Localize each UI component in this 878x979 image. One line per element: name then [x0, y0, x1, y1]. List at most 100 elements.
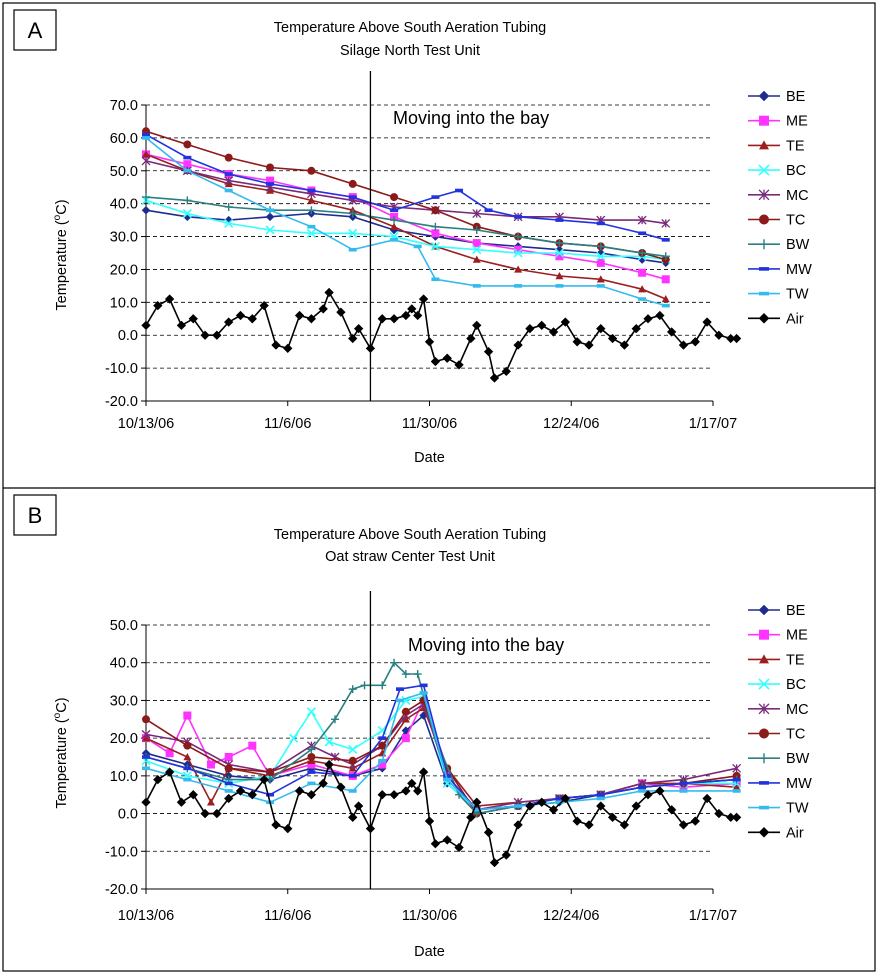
legend-label: BE [786, 89, 806, 105]
square-marker [248, 741, 257, 750]
y-tick-label: 20.0 [110, 731, 138, 747]
legend-label: TC [786, 213, 805, 229]
x-marker [306, 707, 316, 717]
y-tick-label: -20.0 [105, 394, 138, 410]
diamond-marker [536, 320, 547, 331]
plus-marker [661, 252, 670, 261]
dash-marker [555, 800, 564, 805]
legend-entry-mc: MC [748, 188, 809, 204]
diamond-marker [176, 320, 187, 331]
dash-marker [395, 698, 404, 703]
diamond-marker [223, 317, 234, 327]
diamond-marker [318, 778, 328, 789]
square-marker [183, 160, 192, 169]
dash-marker [431, 195, 440, 199]
diamond-marker [548, 805, 559, 815]
square-marker [378, 760, 387, 769]
diamond-marker [294, 310, 305, 321]
diamond-marker [259, 300, 269, 311]
diamond-marker [377, 789, 388, 800]
legend-label: BW [786, 237, 810, 253]
diamond-marker [212, 808, 222, 819]
annotation-label: Moving into the bay [408, 635, 564, 655]
series-mw [142, 132, 670, 242]
x-tick-label: 10/13/06 [118, 416, 174, 432]
plus-marker [759, 753, 769, 764]
plus-marker [759, 239, 769, 250]
triangle-marker [661, 295, 670, 303]
diamond-marker [176, 797, 187, 808]
diamond-marker [336, 307, 346, 317]
diamond-marker [235, 786, 246, 796]
square-marker [165, 749, 174, 758]
diamond-marker [424, 816, 435, 826]
dash-marker [266, 182, 275, 186]
legend-label: BE [786, 603, 806, 619]
square-marker [206, 760, 215, 769]
plus-marker [638, 249, 647, 257]
y-axis-label-part: C) [54, 199, 70, 214]
diamond-marker [247, 314, 258, 324]
diamond-marker [347, 333, 358, 344]
dash-marker [413, 244, 422, 249]
x-marker [348, 228, 358, 238]
legend-entry-bw: BW [748, 751, 810, 767]
panel-b: B Temperature Above South Aeration Tubing… [13, 494, 812, 960]
circle-marker [224, 764, 233, 773]
y-tick-label: 20.0 [110, 262, 138, 278]
x-marker [430, 241, 440, 251]
circle-marker [431, 206, 440, 215]
diamond-marker [572, 337, 582, 347]
diamond-marker [690, 337, 701, 347]
x-tick-label: 11/6/06 [264, 416, 311, 432]
circle-marker [183, 741, 192, 750]
circle-marker [183, 140, 192, 149]
plus-marker [348, 209, 357, 218]
diamond-marker [501, 850, 512, 860]
plus-marker [307, 745, 316, 754]
triangle-marker [472, 255, 481, 263]
diamond-marker [655, 310, 665, 321]
chart-title-line1: Temperature Above South Aeration Tubing [274, 20, 546, 36]
dash-marker [555, 284, 564, 288]
series-line [145, 199, 666, 261]
diamond-marker [471, 797, 482, 808]
x-marker [182, 208, 192, 219]
diamond-marker [536, 797, 547, 808]
circle-marker [266, 768, 275, 777]
square-marker [266, 176, 275, 185]
diamond-marker [336, 782, 346, 792]
panel-label-box [13, 9, 57, 51]
chart-title-line2: Oat straw Center Test Unit [325, 549, 495, 565]
y-tick-label: 30.0 [110, 230, 138, 246]
diamond-marker [666, 327, 677, 337]
dash-marker [455, 188, 464, 193]
x-axis-label: Date [414, 450, 445, 466]
dash-marker [307, 224, 316, 229]
diamond-marker [471, 320, 482, 331]
dash-marker [224, 781, 233, 786]
diamond-marker [306, 789, 317, 800]
legend-entry-tw: TW [748, 801, 809, 817]
legend-label: ME [786, 114, 808, 130]
legend-entry-tc: TC [748, 213, 805, 229]
diamond-marker [501, 366, 512, 377]
diamond-marker [513, 820, 523, 830]
dash-marker [390, 238, 399, 242]
legend-label: TW [786, 287, 809, 303]
y-tick-label: -10.0 [105, 844, 138, 860]
diamond-marker [596, 323, 606, 334]
plus-marker [514, 232, 523, 241]
dash-marker [142, 136, 150, 140]
circle-marker [390, 193, 399, 202]
x-tick-label: 12/24/06 [543, 416, 599, 432]
circle-marker [307, 753, 316, 761]
square-marker [759, 629, 769, 640]
x-marker [265, 225, 275, 235]
diamond-marker [259, 774, 269, 785]
triangle-marker [596, 275, 605, 283]
legend-label: MW [786, 776, 812, 792]
triangle-marker [514, 265, 523, 273]
y-tick-label: -20.0 [105, 882, 138, 898]
legend-label: BC [786, 163, 806, 179]
